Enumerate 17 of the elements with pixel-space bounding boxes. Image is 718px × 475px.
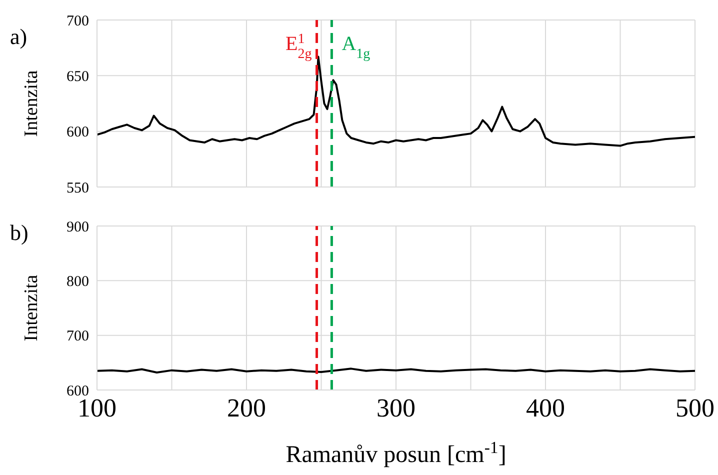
x-axis-title: Ramanův posun [cm$^{-1}$] [286, 438, 506, 468]
y-tick-label: 700 [66, 328, 89, 345]
y-tick-label: 600 [66, 124, 89, 141]
x-tick-label: 400 [526, 393, 565, 422]
y-axis-title: Intenzita [21, 274, 42, 342]
text: a) [10, 24, 28, 50]
y-tick-label: 650 [66, 68, 89, 85]
y-tick-label: 800 [66, 274, 89, 290]
y-tick-label: 550 [66, 180, 89, 196]
y-tick-label: 700 [66, 13, 89, 30]
y-axis-title: Intenzita [21, 70, 42, 137]
y-tick-label: 900 [66, 219, 89, 236]
x-tick-label: 500 [676, 393, 714, 422]
ref-line-label: A$_{1g}$ [342, 33, 370, 62]
text: b) [10, 220, 28, 246]
x-tick-label: 300 [376, 393, 416, 422]
x-tick-label: 200 [227, 393, 266, 422]
